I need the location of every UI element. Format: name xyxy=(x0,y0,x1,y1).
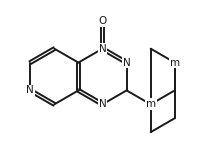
Text: m: m xyxy=(169,58,179,68)
Text: N: N xyxy=(26,85,34,95)
Text: N: N xyxy=(26,85,34,95)
Text: O: O xyxy=(98,16,106,26)
Text: N: N xyxy=(98,99,106,109)
Text: m: m xyxy=(169,58,179,68)
Text: N: N xyxy=(122,58,130,68)
Text: N: N xyxy=(122,58,130,68)
Text: N: N xyxy=(98,44,106,54)
Text: m: m xyxy=(145,99,155,109)
Text: N: N xyxy=(98,99,106,109)
Text: N: N xyxy=(146,99,154,109)
Text: N: N xyxy=(98,44,106,54)
Text: O: O xyxy=(98,16,106,26)
